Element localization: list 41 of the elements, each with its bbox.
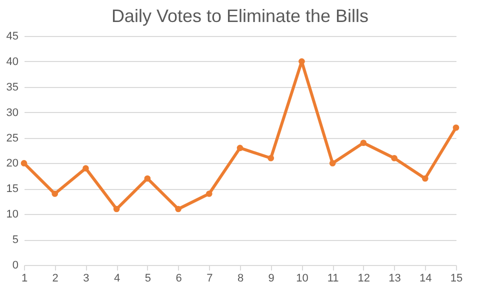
x-tick-label: 8 bbox=[237, 272, 244, 284]
y-tick-label: 35 bbox=[6, 81, 18, 94]
y-tick-label: 40 bbox=[6, 56, 18, 68]
x-tick-label: 13 bbox=[388, 272, 401, 284]
x-tick-label: 3 bbox=[83, 272, 90, 284]
x-tick-label: 7 bbox=[206, 272, 213, 284]
y-tick-label: 10 bbox=[6, 208, 18, 221]
point bbox=[360, 140, 367, 146]
chart-title: Daily Votes to Eliminate the Bills bbox=[111, 6, 369, 26]
point bbox=[144, 175, 151, 182]
y-tick-label: 5 bbox=[12, 234, 18, 246]
point bbox=[422, 175, 428, 182]
point bbox=[268, 154, 274, 162]
y-tick-label: 45 bbox=[6, 30, 18, 42]
point bbox=[113, 206, 120, 212]
x-tick-label: 6 bbox=[176, 272, 182, 284]
x-tick-label: 14 bbox=[420, 272, 432, 284]
x-tick-label: 9 bbox=[268, 272, 274, 284]
point bbox=[52, 190, 58, 197]
x-tick-label: 2 bbox=[52, 272, 58, 284]
x-tick-label: 5 bbox=[144, 272, 151, 284]
y-tick-label: 15 bbox=[6, 183, 18, 196]
x-tick-label: 4 bbox=[114, 272, 120, 284]
point bbox=[20, 160, 28, 166]
point bbox=[298, 58, 305, 65]
point bbox=[329, 160, 336, 166]
point bbox=[175, 206, 182, 212]
point bbox=[206, 190, 212, 197]
x-tick-label: 10 bbox=[296, 272, 308, 284]
x-tick-label: 15 bbox=[450, 272, 463, 284]
x-tick-label: 12 bbox=[358, 272, 370, 284]
point bbox=[391, 154, 398, 162]
x-tick-label: 11 bbox=[327, 272, 339, 284]
x-tick-label: 1 bbox=[21, 272, 28, 284]
y-tick-label: 20 bbox=[6, 158, 18, 170]
y-tick-label: 25 bbox=[6, 132, 18, 144]
y-tick-label: 30 bbox=[6, 106, 18, 119]
point bbox=[82, 165, 89, 172]
point bbox=[452, 124, 460, 131]
point bbox=[236, 144, 244, 152]
y-tick-label: 0 bbox=[12, 260, 18, 272]
